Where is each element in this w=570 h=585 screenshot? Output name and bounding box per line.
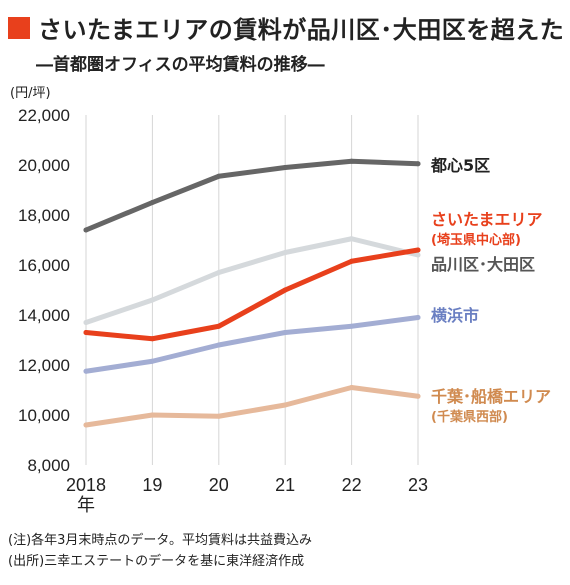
chart-title: さいたまエリアの賃料が品川区･大田区を超えた [38,16,565,44]
series-label-0: 都心5区 [430,156,490,175]
chart-notes: (注)各年3月末時点のデータ。平均賃料は共益費込み (出所)三幸エステートのデー… [8,530,312,572]
x-tick-label: 21 [275,475,295,495]
series-line-4 [83,385,421,428]
data-point [149,336,155,342]
data-point [349,236,355,242]
data-point [83,227,89,233]
data-point [83,320,89,325]
data-point [282,402,288,408]
x-tick-label: 19 [142,475,162,495]
data-point [349,385,355,390]
data-point [282,250,288,255]
data-point [349,323,355,329]
x-tick-label: 2018 [66,475,106,495]
data-point [415,247,421,253]
data-point [216,323,222,329]
y-tick-label: 12,000 [18,356,70,375]
title-marker [8,16,30,39]
data-point [282,287,288,293]
data-point [415,161,421,167]
data-point [282,330,288,335]
y-axis-unit: (円/坪) [10,86,51,101]
data-point [149,200,155,205]
y-tick-label: 14,000 [18,306,70,325]
series-label-2: さいたまエリア [431,210,543,229]
data-point [216,270,222,275]
line-chart: 8,000 10,000 12,000 14,000 16,000 18,000 20,00… [18,106,551,515]
y-tick-label: 10,000 [18,406,70,425]
source-note: (出所)三幸エステートのデータを基に東洋経済作成 [8,554,305,569]
series-sublabel-2: (埼玉県中心部) [431,232,521,248]
data-point [415,315,421,320]
data-point [216,173,222,179]
data-point [149,358,155,364]
x-tick-suffix: 年 [77,495,95,515]
x-tick-label: 20 [209,475,229,495]
series-label-1: 品川区･大田区 [431,255,535,274]
x-tick-label: 22 [342,475,362,495]
chart-subtitle: ―首都圏オフィスの平均賃料の推移― [36,55,325,75]
data-point [349,258,355,264]
data-point [216,413,222,419]
y-tick-label: 20,000 [18,156,70,175]
series-line-1 [83,236,421,325]
series-line-3 [83,315,421,374]
y-tick-label: 8,000 [27,456,70,475]
data-point [149,412,155,418]
data-point [349,158,355,164]
series-sublabel-4: (千葉県西部) [431,409,508,425]
data-point [83,368,89,374]
data-point [415,393,421,399]
x-tick-label: 23 [408,475,428,495]
data-point [83,422,89,428]
data-point [415,252,421,258]
series-line-0 [83,158,421,233]
series-label-4: 千葉･船橋エリア [431,387,551,406]
series-line-2 [83,247,421,342]
footnote: (注)各年3月末時点のデータ。平均賃料は共益費込み [8,533,313,548]
series-label-3: 横浜市 [431,306,479,325]
data-point [149,297,155,303]
y-tick-label: 18,000 [18,206,70,225]
chart-title-row: さいたまエリアの賃料が品川区･大田区を超えた [8,10,564,45]
data-point [282,165,288,170]
y-tick-label: 16,000 [18,256,70,275]
y-tick-label: 22,000 [18,106,70,125]
data-point [83,330,89,335]
data-point [216,342,222,348]
